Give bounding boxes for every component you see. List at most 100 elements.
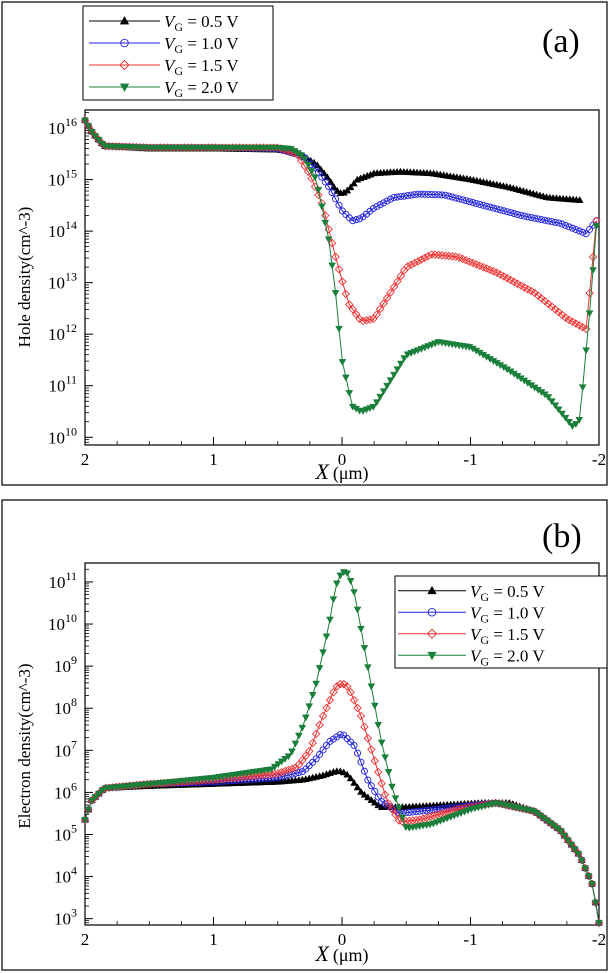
data-point — [336, 572, 345, 580]
panel-b-series — [80, 569, 604, 928]
data-point — [249, 771, 259, 781]
y-tick-base: 10 — [48, 119, 65, 138]
data-point — [430, 250, 440, 259]
legend-entry-1: VG = 0.5 V — [398, 582, 545, 604]
y-tick-base: 10 — [48, 573, 65, 592]
data-point — [365, 315, 375, 324]
data-point — [547, 398, 556, 406]
data-point — [586, 225, 594, 233]
data-point — [396, 360, 405, 368]
y-tick-label: 105 — [54, 822, 77, 845]
data-point — [294, 760, 304, 769]
legend-label: VG = 1.5 V — [164, 56, 239, 78]
legend-box — [82, 5, 274, 101]
data-point — [547, 302, 557, 311]
data-point — [405, 808, 413, 816]
data-point — [483, 202, 491, 210]
legend-entry-3: VG = 1.5 V — [398, 625, 545, 647]
data-point — [342, 682, 352, 691]
data-point — [350, 589, 358, 597]
data-point — [291, 763, 300, 772]
panel-a-hole-density: (a) Hole density(cm^-3) X (μm) 1010101110… — [1, 1, 608, 486]
data-point — [326, 616, 334, 624]
y-tick-exponent: 6 — [71, 779, 77, 793]
data-point — [379, 388, 388, 396]
data-point — [544, 394, 553, 402]
data-point — [428, 191, 436, 199]
data-point — [284, 765, 293, 775]
data-point — [300, 155, 309, 163]
data-point — [314, 186, 323, 194]
data-point — [91, 794, 100, 802]
data-point — [94, 790, 103, 798]
data-point — [325, 695, 335, 705]
legend-marker — [427, 585, 437, 595]
data-point — [311, 174, 319, 182]
data-point — [452, 194, 460, 202]
data-point — [534, 215, 542, 223]
data-point — [382, 293, 392, 303]
y-tick-exponent: 8 — [71, 695, 77, 709]
data-point — [413, 257, 423, 266]
data-point — [352, 216, 360, 224]
legend-label: VG = 2.0 V — [470, 646, 545, 668]
data-point — [81, 816, 89, 824]
data-point — [295, 768, 303, 776]
data-point — [322, 741, 330, 749]
data-point — [578, 384, 587, 392]
y-tick-label: 1010 — [48, 424, 77, 447]
data-point — [455, 195, 463, 203]
data-point — [315, 720, 324, 730]
legend-sub: G — [174, 20, 183, 34]
data-point — [398, 817, 407, 826]
data-point — [462, 197, 470, 205]
y-tick-exponent: 12 — [65, 321, 77, 335]
data-point — [332, 195, 340, 203]
data-point — [350, 179, 358, 187]
data-point — [376, 201, 384, 209]
data-point — [291, 769, 299, 777]
data-point — [373, 203, 381, 211]
legend-rest: = 1.0 V — [489, 603, 545, 622]
data-point — [312, 755, 320, 763]
data-point — [387, 804, 397, 814]
data-point — [517, 211, 525, 219]
data-point — [270, 763, 279, 771]
data-point — [581, 865, 590, 873]
data-point — [565, 223, 573, 231]
data-point — [537, 294, 546, 303]
data-point — [339, 679, 348, 689]
y-tick-base: 10 — [48, 615, 65, 634]
data-point — [391, 795, 400, 803]
legend-marker — [120, 38, 129, 48]
legend-entry-4: VG = 2.0 V — [89, 78, 239, 100]
series-line — [84, 683, 600, 923]
data-point — [301, 714, 310, 722]
y-tick-exponent: 11 — [65, 569, 77, 583]
data-point — [367, 683, 376, 691]
data-point — [439, 808, 449, 818]
series-1 — [81, 767, 603, 926]
y-tick-label: 1014 — [48, 218, 77, 241]
data-point — [357, 758, 365, 766]
data-point — [561, 313, 570, 322]
data-point — [334, 265, 344, 274]
data-point — [565, 418, 573, 426]
legend-marker — [426, 628, 438, 639]
panel-a-xlabel-var: X — [314, 459, 330, 484]
data-point — [380, 790, 390, 799]
legend-sub: G — [480, 590, 489, 604]
data-point — [281, 755, 289, 763]
data-point — [383, 382, 391, 390]
data-point — [507, 209, 515, 217]
data-point — [348, 305, 357, 314]
legend-rest: = 2.0 V — [183, 78, 239, 97]
data-point — [346, 183, 355, 191]
data-point — [571, 846, 579, 854]
data-point — [375, 304, 385, 314]
legend-sub: G — [480, 611, 489, 625]
data-point — [436, 809, 445, 819]
data-point — [350, 778, 358, 786]
